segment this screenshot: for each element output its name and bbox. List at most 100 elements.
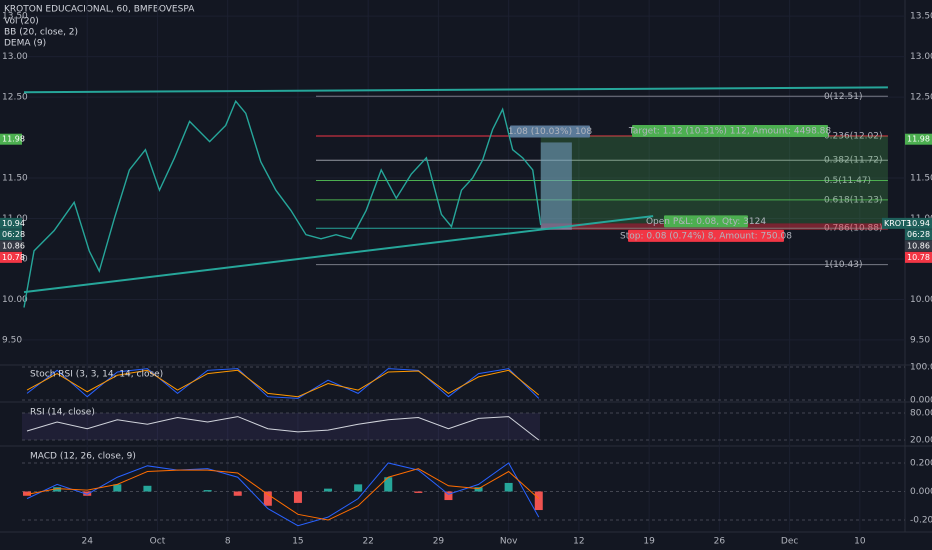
price-line [23,99,542,308]
label-box [628,229,784,242]
price-badge [0,229,22,241]
x-tick-label: Dec [781,537,798,547]
histogram-bar [53,487,62,492]
histogram-bar [534,491,543,511]
x-tick-label: Oct [150,537,166,547]
y-tick-label: 9.50 [910,335,930,345]
y-tick-label: 9.50 [2,335,22,345]
price-badge [0,133,22,145]
chart-title: KROTON EDUCACIONAL, 60, BMFBOVESPA [4,5,195,15]
indicator-label: Vol (20) [4,17,39,27]
x-tick-label: Nov [500,537,518,547]
fib-label: 0.236(12.02) [824,131,883,141]
y-tick-label: 0.0000 [910,487,932,497]
price-badge [0,217,22,229]
fib-label: 0(12.51) [824,92,863,102]
badge-label: 10.86 [2,242,25,251]
histogram-bar [293,491,302,503]
position-label: Open P&L: 0.08, Qty: 3124 [646,217,766,227]
pane-title: Stoch RSI (3, 3, 14, 14, close) [30,370,163,380]
measure-box [540,142,572,230]
x-tick-label: 22 [362,537,373,547]
x-tick-label: 19 [643,537,655,547]
x-tick-label: 24 [81,537,93,547]
badge-label: 10.94 [2,219,25,228]
badge-label: 10.78 [2,253,25,262]
indicator-label: BB (20, close, 2) [4,28,78,38]
pane-title: MACD (12, 26, close, 9) [30,452,136,462]
y-tick-label: 12.50 [910,93,932,103]
indicator-line [26,462,540,527]
histogram-bar [444,491,453,501]
badge-label: 11.98 [2,135,25,144]
price-badge [905,133,932,145]
histogram-bar [233,491,242,496]
fib-label: 1(10.43) [824,260,863,270]
price-badge [0,240,22,252]
histogram-bar [113,484,122,492]
x-tick-label: 12 [573,537,584,547]
symbol-badge-box [882,217,906,229]
y-tick-label: 13.00 [910,52,932,62]
histogram-bar [504,482,513,492]
y-tick-label: 0.0000 [910,395,932,405]
price-badge [905,251,932,263]
indicator-line [26,368,540,399]
histogram-bar [203,490,212,492]
y-tick-label: 11.50 [910,174,932,184]
y-tick-label: 11.50 [2,174,28,184]
histogram-bar [384,477,393,492]
fib-label: 0.5(11.47) [824,176,871,186]
x-tick-label: 10 [854,537,866,547]
pane-title: RSI (14, close) [30,408,95,418]
histogram-bar [354,484,363,492]
indicator-line [26,416,540,441]
y-tick-label: -0.2000 [910,516,932,526]
y-tick-label: 80.0000 [910,408,932,418]
fib-label: 0.618(11.23) [824,195,883,205]
indicator-label: DEMA (9) [4,39,46,49]
histogram-bar [143,485,152,492]
indicator-line [26,468,540,521]
rsi-band [22,412,540,441]
badge-label: 06:28 [907,230,930,239]
y-tick-label: 13.00 [2,52,28,62]
price-badge [905,229,932,241]
y-tick-label: 20.0000 [910,436,932,446]
label-box [510,125,590,138]
position-label: Target: 1.12 (10.31%) 112, Amount: 4498.… [628,126,831,136]
trendline [23,215,654,294]
indicator-line [26,369,540,398]
fib-label: 0.382(11.72) [824,156,883,166]
badge-label: 06:28 [2,230,25,239]
y-tick-label: 10.00 [2,295,28,305]
price-badge [905,217,932,229]
x-tick-label: 15 [292,537,303,547]
label-box [632,124,828,137]
y-tick-label: 13.50 [2,12,28,22]
histogram-bar [263,491,272,506]
symbol-badge: KROT3 [884,219,911,228]
label-box [664,215,748,228]
y-tick-label: 13.50 [910,12,932,22]
y-tick-label: 10.00 [910,295,932,305]
price-badge [0,251,22,263]
badge-label: 11.98 [907,135,930,144]
histogram-bar [23,491,32,496]
position-label: 1.08 (10.03%) 108 [508,127,593,137]
badge-label: 10.78 [907,253,930,262]
histogram-bar [83,491,92,496]
y-tick-label: 0.2000 [910,458,932,468]
x-tick-label: 8 [225,537,231,547]
price-badge [905,240,932,252]
histogram-bar [414,491,423,493]
trendline [24,86,888,94]
badge-label: 10.86 [907,242,930,251]
badge-label: 10.94 [907,219,930,228]
position-label: Stop: 0.08 (0.74%) 8, Amount: 750.08 [620,231,792,241]
y-tick-label: 100.00 [910,363,932,373]
target-zone [540,135,888,224]
y-tick-label: 12.50 [2,93,28,103]
